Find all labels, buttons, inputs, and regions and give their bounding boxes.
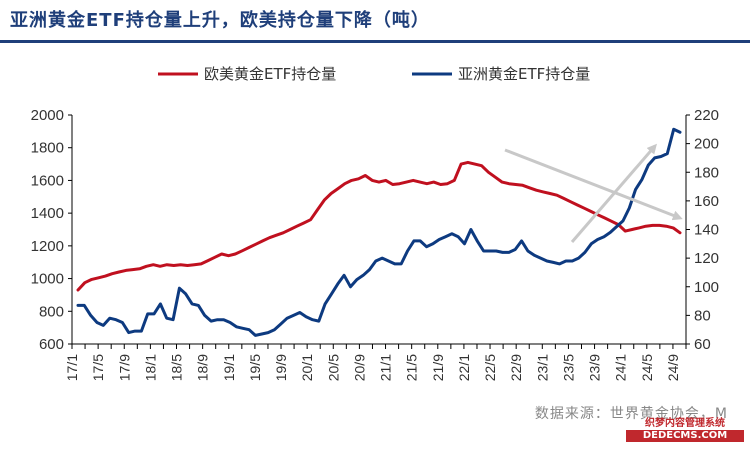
chart-title: 亚洲黄金ETF持仓量上升，欧美持仓量下降（吨） [10,10,430,31]
y-right-tick-label: 100 [694,279,719,296]
y-left-tick-label: 1800 [31,140,64,157]
y-right-tick-label: 120 [694,250,719,267]
y-right-tick-label: 140 [694,222,719,239]
x-tick-label: 24/1 [613,354,629,381]
x-tick-label: 22/5 [482,354,498,381]
x-tick-label: 22/1 [456,354,472,381]
x-tick-label: 23/5 [560,354,576,381]
x-tick-label: 23/9 [587,354,603,381]
y-left-tick-label: 2000 [31,107,64,124]
y-right-tick-label: 180 [694,164,719,181]
x-tick-label: 20/9 [351,354,367,381]
x-tick-label: 19/5 [247,354,263,381]
downtrend-arrow [504,148,683,221]
watermark-logo: 织梦内容管理系统 DEDECMS.COM [626,418,744,442]
x-tick-label: 21/1 [378,354,394,381]
y-left-tick-label: 1600 [31,172,64,189]
x-tick-label: 21/9 [430,354,446,381]
x-tick-label: 18/9 [195,354,211,381]
y-left-tick-label: 1000 [31,271,64,288]
watermark-url: DEDECMS.COM [626,430,744,442]
x-tick-label: 20/1 [299,354,315,381]
x-tick-label: 24/5 [639,354,655,381]
y-right-tick-label: 220 [694,107,719,124]
x-tick-label: 23/1 [534,354,550,381]
x-tick-label: 19/1 [221,354,237,381]
y-right-tick-label: 80 [694,307,711,324]
y-right-tick-label: 160 [694,193,719,210]
series-line-europe-us [76,160,682,292]
legend-label-europe-us: 欧美黄金ETF持仓量 [204,65,336,83]
x-tick-label: 17/9 [116,354,132,381]
x-tick-label: 22/9 [508,354,524,381]
watermark-text: 织梦内容管理系统 [645,418,725,429]
x-tick-label: 21/5 [404,354,420,381]
x-tick-label: 18/5 [169,354,185,381]
x-tick-label: 17/1 [64,354,80,381]
y-left-tick-label: 600 [39,336,64,353]
x-tick-label: 17/5 [90,354,106,381]
y-left-tick-label: 1200 [31,238,64,255]
y-right-tick-label: 200 [694,136,719,153]
x-tick-label: 24/9 [665,354,681,381]
y-left-tick-label: 1400 [31,205,64,222]
legend-label-asia: 亚洲黄金ETF持仓量 [458,65,590,83]
x-tick-label: 19/9 [273,354,289,381]
source-note: 数据来源：世界黄金协会，M [534,406,728,422]
y-left-tick-label: 800 [39,303,64,320]
series-line-asia [76,127,682,337]
uptrend-arrow [570,143,657,243]
title-divider [0,40,750,43]
y-right-tick-label: 60 [694,336,711,353]
x-tick-label: 18/1 [142,354,158,381]
x-tick-label: 20/5 [325,354,341,381]
